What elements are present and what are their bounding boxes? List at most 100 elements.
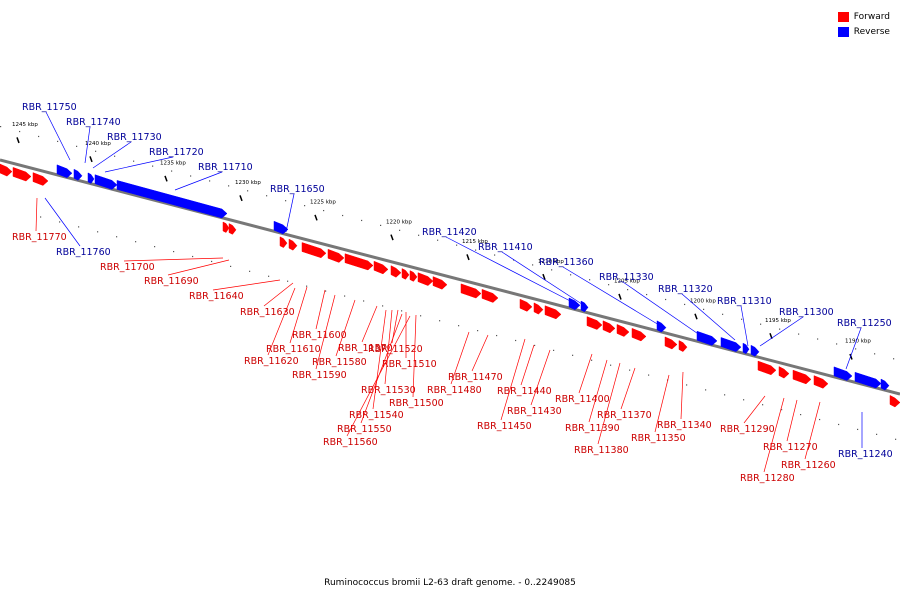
scale-dot	[266, 195, 268, 197]
scale-dot-lower	[686, 384, 688, 386]
forward-gene-arrow	[889, 394, 900, 408]
gene-label: RBR_11570	[338, 343, 393, 354]
scale-dot-lower	[211, 260, 213, 263]
forward-gene-arrow	[12, 167, 32, 182]
forward-gene-arrow	[792, 369, 812, 385]
scale-dot	[76, 145, 78, 147]
gene-leader-line	[786, 399, 798, 442]
forward-gene-arrow	[401, 268, 410, 280]
scale-label: 1215 kbp	[462, 239, 488, 245]
reverse-gene-arrow	[568, 297, 581, 311]
gene-leader-line	[45, 111, 71, 161]
scale-dot	[551, 269, 553, 271]
gene-leader-line	[123, 257, 224, 262]
gene-label: RBR_11740	[66, 117, 121, 128]
gene-label: RBR_11450	[477, 421, 532, 432]
scale-label: 1210 kbp	[538, 259, 564, 265]
gene-leader-line	[845, 327, 862, 370]
gene-leader-line	[681, 293, 736, 341]
gene-label: RBR_11240	[838, 449, 893, 460]
legend: Forward Reverse	[837, 9, 890, 39]
gene-leader-line	[335, 299, 356, 357]
scale-dot-lower	[724, 394, 726, 396]
forward-gene-arrow	[432, 276, 448, 290]
gene-leader-line	[167, 259, 230, 276]
scale-label: 1205 kbp	[614, 279, 640, 285]
gene-label: RBR_11530	[361, 385, 416, 396]
scale-dot	[646, 293, 648, 296]
gene-leader-line	[35, 197, 38, 232]
gene-leader-line	[445, 236, 579, 306]
scale-label: 1245 kbp	[12, 122, 38, 128]
scale-dot	[855, 348, 857, 350]
scale-dot-lower	[458, 325, 460, 327]
gene-label: RBR_11730	[107, 132, 162, 143]
gene-label: RBR_11550	[337, 424, 392, 435]
legend-item-reverse: Reverse	[837, 24, 890, 39]
gene-label: RBR_11370	[597, 410, 652, 421]
gene-label: RBR_11630	[240, 307, 295, 318]
gene-label: RBR_11760	[56, 247, 111, 258]
scale-dot-lower	[800, 414, 802, 416]
scale-dot	[494, 254, 496, 256]
scale-dot	[741, 318, 743, 320]
reverse-gene-arrow	[742, 342, 750, 355]
gene-label: RBR_11770	[12, 232, 67, 243]
scale-dot	[874, 353, 876, 355]
gene-label: RBR_11560	[323, 437, 378, 448]
legend-swatch-reverse	[837, 26, 849, 37]
scale-dot	[665, 298, 667, 301]
gene-leader-line	[372, 309, 387, 410]
scale-dot-lower	[895, 438, 897, 440]
reverse-gene-arrow	[880, 378, 890, 391]
gene-label: RBR_11340	[657, 420, 712, 431]
reverse-gene-arrow	[833, 366, 853, 381]
scale-dot	[589, 279, 591, 281]
forward-gene-arrow	[544, 305, 562, 320]
legend-label-forward: Forward	[853, 11, 890, 22]
scale-dot	[475, 249, 477, 251]
scale-dot-lower	[382, 305, 384, 307]
gene-label: RBR_11440	[497, 386, 552, 397]
scale-dot	[893, 358, 895, 360]
forward-gene-arrow	[519, 298, 533, 312]
scale-dot-lower	[534, 344, 536, 347]
scale-dot-lower	[610, 364, 612, 366]
scale-dot	[418, 234, 420, 236]
scale-dot	[247, 190, 249, 192]
forward-gene-arrow	[481, 288, 499, 303]
forward-gene-arrow	[301, 242, 327, 259]
reverse-gene-arrow	[73, 168, 83, 181]
scale-dot	[836, 343, 838, 345]
scale-dot	[513, 259, 515, 261]
forward-gene-arrow	[409, 270, 418, 282]
forward-gene-arrow	[460, 283, 482, 299]
scale-dot-lower	[78, 226, 80, 228]
forward-gene-arrow	[813, 375, 829, 389]
scale-dot-lower	[705, 389, 707, 391]
forward-gene-arrow	[757, 360, 777, 376]
scale-dot	[437, 239, 439, 241]
scale-dot-lower	[154, 246, 156, 248]
scale-dot-lower	[477, 330, 479, 332]
gene-label: RBR_11320	[658, 284, 713, 295]
scale-dot	[760, 323, 762, 325]
scale-dot-lower	[572, 354, 574, 356]
scale-dot-lower	[306, 285, 308, 287]
scale-tick	[16, 137, 20, 144]
scale-dot	[798, 333, 800, 335]
gene-leader-line	[84, 126, 91, 164]
scale-dot-lower	[762, 404, 764, 406]
gene-label: RBR_11700	[100, 262, 155, 273]
gene-leader-line	[759, 316, 804, 347]
forward-gene-arrow	[222, 221, 230, 233]
gene-label: RBR_11400	[555, 394, 610, 405]
scale-dot-lower	[287, 280, 289, 282]
forward-gene-arrow	[417, 272, 434, 286]
scale-dot	[133, 160, 135, 162]
gene-label: RBR_11470	[448, 372, 503, 383]
scale-dot-lower	[781, 409, 783, 411]
gene-leader-line	[104, 156, 174, 173]
scale-dot	[209, 180, 211, 182]
gene-leader-line	[743, 395, 766, 424]
